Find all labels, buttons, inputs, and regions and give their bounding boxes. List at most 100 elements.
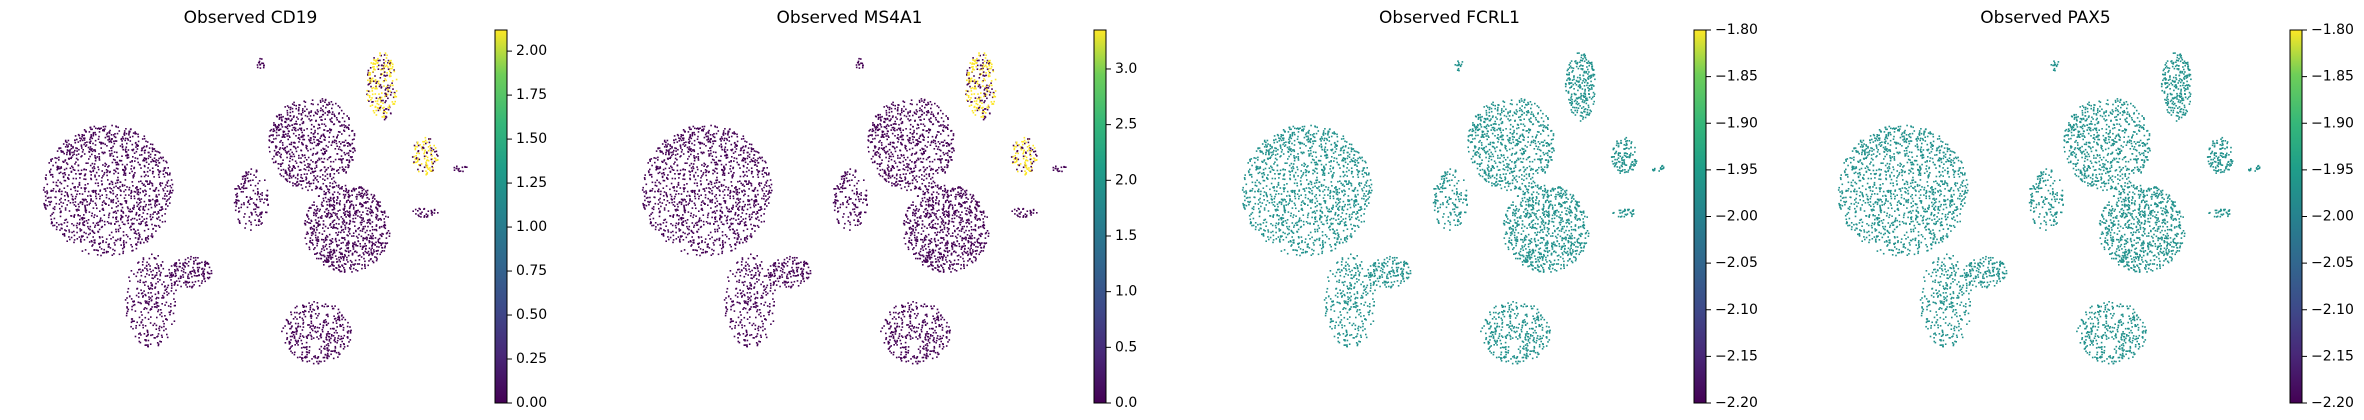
cell-point: [291, 168, 294, 170]
cell-point: [147, 311, 150, 314]
cell-point: [185, 284, 187, 286]
cell-point: [97, 138, 100, 140]
cell-point: [100, 254, 102, 257]
cell-point: [374, 244, 376, 246]
cell-point: [73, 204, 76, 206]
cell-point: [156, 272, 158, 274]
cell-point: [175, 274, 177, 277]
cell-point: [142, 146, 145, 149]
cell-point: [145, 161, 148, 164]
cell-point: [665, 153, 667, 156]
cell-point: [368, 240, 371, 242]
cell-point: [360, 192, 362, 195]
cell-point: [301, 342, 303, 345]
cell-point: [332, 226, 335, 228]
cell-point: [169, 190, 171, 193]
cell-point: [161, 261, 164, 263]
cell-point: [146, 141, 149, 143]
cell-point: [107, 251, 109, 253]
cell-point: [662, 195, 665, 197]
cell-point: [751, 170, 754, 173]
cell-point: [325, 149, 328, 152]
cell-point: [149, 343, 152, 345]
cell-point: [341, 340, 343, 343]
cell-point: [308, 302, 310, 304]
cell-point: [708, 154, 711, 157]
cell-point: [327, 350, 329, 352]
cell-point: [157, 255, 159, 257]
cell-point: [701, 125, 704, 128]
cell-point: [342, 348, 345, 350]
cell-point: [146, 240, 149, 243]
cell-point: [80, 229, 83, 231]
cell-point: [137, 261, 140, 263]
cell-point: [753, 204, 755, 206]
cell-point: [151, 143, 154, 146]
cell-point: [149, 156, 152, 158]
cell-point: [87, 227, 90, 230]
cell-point: [259, 212, 262, 214]
cell-point: [748, 180, 750, 182]
cell-point: [190, 273, 192, 275]
cell-point: [332, 327, 334, 330]
cell-point: [138, 316, 141, 319]
cell-point: [665, 141, 667, 144]
cell-point: [98, 128, 101, 130]
cell-point: [377, 64, 380, 67]
cell-point: [713, 136, 716, 139]
cell-point: [420, 213, 422, 215]
cell-point: [124, 148, 127, 150]
cell-point: [315, 253, 318, 255]
cell-point: [650, 158, 653, 160]
cell-point: [95, 127, 97, 130]
cell-point: [88, 141, 91, 143]
cell-point: [314, 247, 316, 249]
cell-point: [56, 165, 59, 168]
cell-point: [50, 173, 53, 176]
cell-point: [313, 248, 315, 251]
cell-point: [727, 194, 729, 196]
cell-point: [255, 169, 258, 172]
cell-point: [131, 210, 133, 213]
cell-point: [82, 137, 85, 140]
cell-point: [666, 157, 669, 160]
cell-point: [310, 182, 312, 185]
cell-point: [133, 206, 135, 209]
cell-point: [411, 156, 414, 158]
cell-point: [713, 169, 715, 172]
cell-point: [146, 334, 149, 337]
cell-point: [354, 225, 356, 227]
cell-point: [680, 136, 682, 138]
cell-point: [289, 111, 292, 114]
cell-point: [187, 277, 189, 279]
cell-point: [278, 118, 281, 120]
cell-point: [151, 183, 154, 185]
cell-point: [305, 146, 307, 149]
cell-point: [689, 215, 692, 217]
cell-point: [343, 231, 345, 233]
cell-point: [309, 137, 312, 139]
cell-point: [386, 231, 389, 234]
cell-point: [153, 157, 156, 159]
cell-point: [380, 73, 382, 75]
cell-point: [284, 126, 287, 128]
cell-point: [298, 157, 300, 159]
cell-point: [735, 201, 737, 204]
cell-point: [423, 166, 426, 169]
cell-point: [330, 251, 332, 253]
cell-point: [179, 277, 182, 279]
cell-point: [655, 185, 658, 187]
cell-point: [62, 172, 64, 175]
cell-point: [300, 149, 302, 152]
cell-point: [269, 150, 271, 153]
cell-point: [130, 210, 133, 213]
cell-point: [736, 189, 739, 191]
cell-point: [282, 131, 285, 134]
cell-point: [144, 238, 147, 240]
cell-point: [336, 145, 338, 147]
cell-point: [421, 211, 423, 213]
cell-point: [167, 174, 169, 176]
cell-point: [94, 131, 96, 134]
cell-point: [323, 199, 325, 202]
cell-point: [730, 181, 733, 183]
